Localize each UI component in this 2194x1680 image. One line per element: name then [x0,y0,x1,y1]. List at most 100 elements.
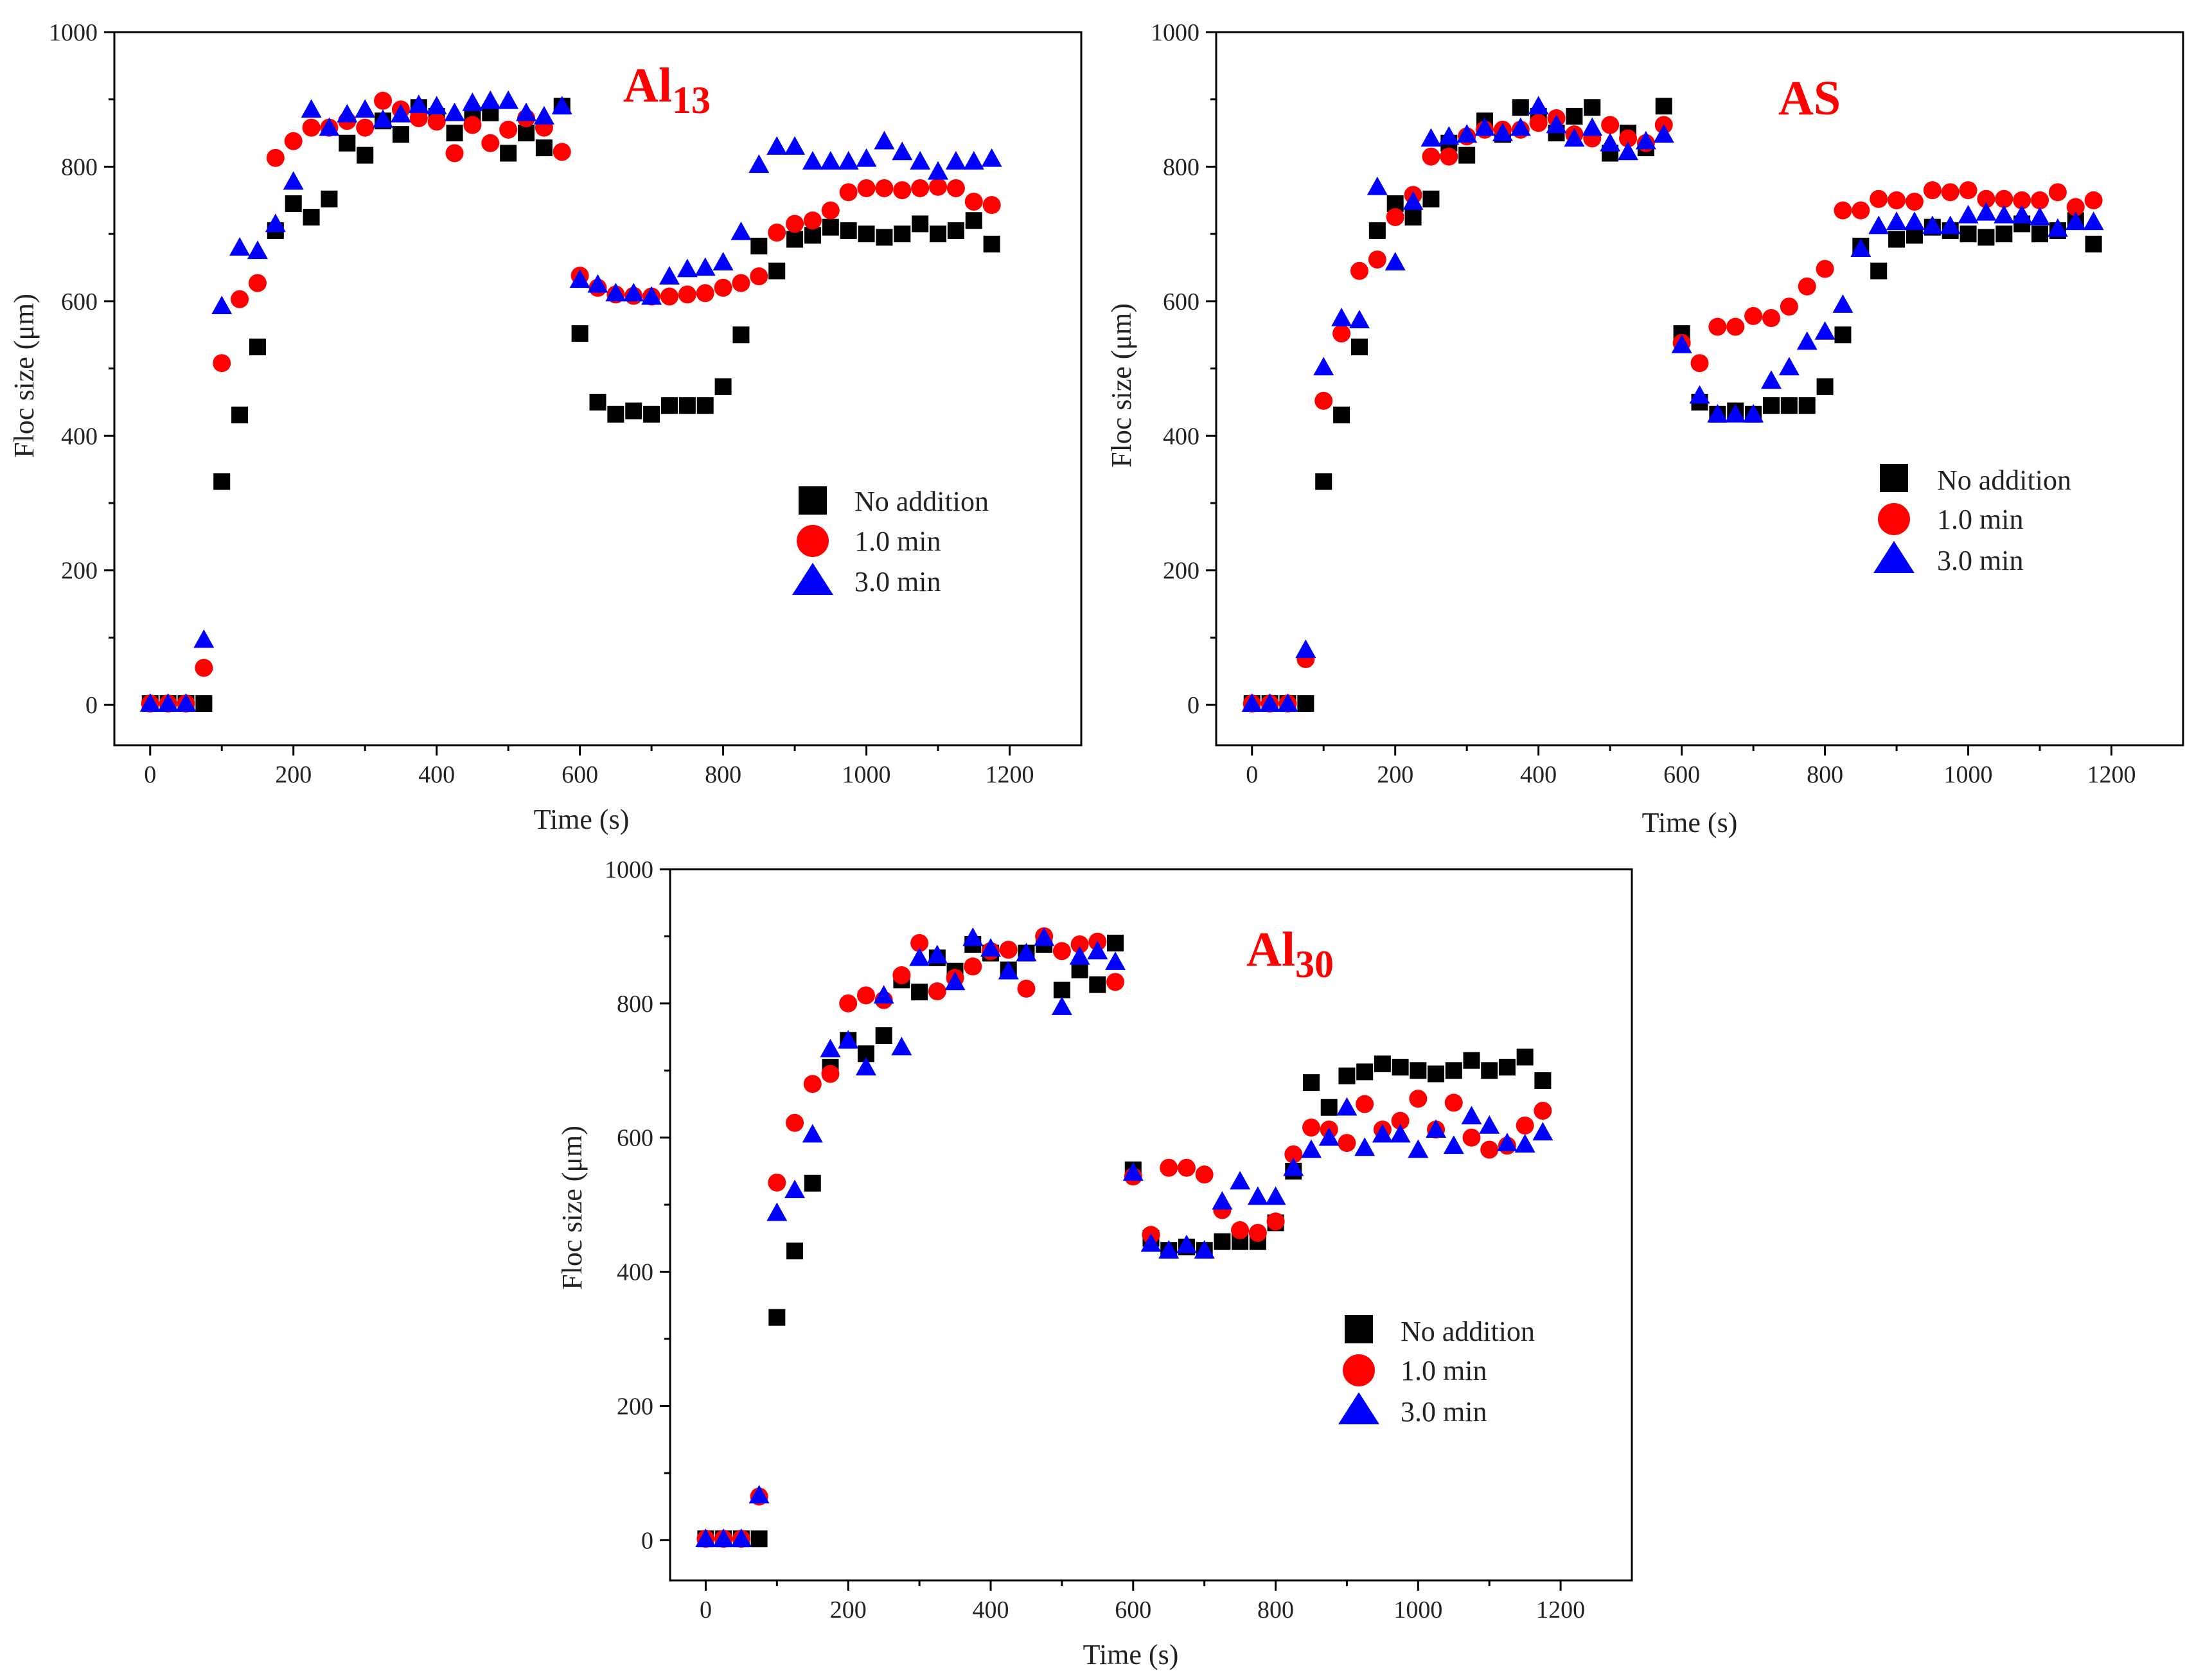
data-point-triangle [569,269,590,288]
data-point-triangle [712,252,734,270]
data-point-triangle [1886,211,1907,231]
data-point-circle [1266,1212,1285,1231]
data-point-circle [1350,261,1368,280]
data-point-triangle [713,1528,734,1548]
data-point-triangle [1514,1134,1535,1153]
data-point-square [213,473,231,490]
x-tick-label: 800 [1807,761,1843,788]
data-point-square [750,238,768,254]
data-point-square [1870,262,1888,279]
y-tick-labels: 0 200 400 600 800 1000 [605,856,653,1554]
data-point-circle [910,933,929,952]
data-point-square [518,125,535,142]
data-point-circle [714,278,732,297]
data-point-triangle [838,1030,859,1049]
y-tick-label: 400 [61,423,98,450]
data-point-square [1410,1062,1427,1079]
data-point-circle [1106,973,1125,991]
data-point-circle [839,183,858,202]
data-point-square [840,222,857,239]
data-point-circle [1052,942,1071,960]
data-point-circle [1284,1145,1303,1163]
x-tick-label: 1200 [2087,761,2136,788]
data-point-circle [231,290,249,308]
data-point-triangle [498,90,519,109]
data-point-circle [1726,317,1745,336]
data-point-triangle [1707,403,1728,423]
data-point-circle [1386,208,1404,226]
data-point-circle [1870,190,1888,208]
data-point-circle [732,274,750,292]
data-point-circle [1391,1111,1410,1130]
data-point-circle [1534,1101,1552,1120]
data-point-square [249,339,266,356]
data-point-square [947,222,964,239]
data-point-square [768,1309,786,1326]
data-point-circle [786,1113,804,1132]
data-point-circle [1708,317,1727,336]
data-point-square [1566,107,1583,125]
x-tick-label: 1000 [842,761,891,788]
data-point-circle [893,181,912,200]
data-point-triangle [1367,176,1388,195]
legend-label-1min: 1.0 min [1401,1355,1487,1386]
data-point-square [1320,1099,1338,1116]
data-point-triangle [1295,639,1316,659]
x-axis-label: Time (s) [1642,807,1738,838]
data-point-square [625,402,642,420]
x-tick-label: 400 [1520,761,1557,788]
data-point-triangle [1283,1157,1304,1176]
panel-al13: 0 200 400 600 800 1000 1200 02004006008001000 … [8,19,1083,835]
data-point-square [912,215,929,233]
plot-frame [669,868,1633,1582]
data-point-circle [1480,1140,1499,1159]
data-point-square [1512,99,1529,116]
y-tick-label: 0 [641,1527,653,1554]
data-point-circle [821,201,840,220]
data-point-triangle [301,99,322,118]
data-point-triangle [1301,1139,1322,1158]
data-point-circle [1409,1090,1428,1108]
data-point-triangle [1390,1124,1411,1143]
data-point-square [1960,225,1977,243]
series-circle [1243,109,2103,713]
legend-marker-circle [1878,503,1910,535]
data-point-circle [911,179,930,197]
data-point-square [1356,1063,1374,1081]
data-point-triangle [892,141,913,161]
data-point-square [1315,473,1332,490]
data-point-triangle [802,1124,823,1143]
data-point-triangle [820,151,841,170]
panel-title-main: Al [1246,923,1295,977]
data-point-circle [1462,1128,1481,1147]
data-point-square [714,378,732,395]
data-point-circle [2031,191,2049,209]
data-point-triangle [766,136,788,155]
data-point-triangle [784,1180,806,1198]
legend-label-no-addition: No addition [1401,1316,1535,1347]
data-point-triangle [1087,941,1108,960]
x-tick-labels: 0 200 400 600 800 1000 1200 [1246,761,2136,788]
data-point-square [786,231,804,248]
data-point-circle [2048,183,2067,202]
data-point-triangle [1318,1127,1340,1146]
data-point-square [1995,225,2013,243]
data-point-square [1834,326,1852,344]
data-point-triangle [1582,117,1603,136]
data-point-square [678,397,696,414]
data-point-circle [660,287,678,306]
data-point-triangle [694,257,716,276]
series-triangle [695,927,1553,1548]
data-point-triangle [1331,308,1352,326]
data-point-circle [1440,147,1458,166]
data-point-triangle [1212,1190,1233,1210]
data-point-circle [1422,147,1440,166]
data-point-triangle [641,286,662,305]
data-point-triangle [1194,1240,1215,1259]
data-point-square [1481,1062,1498,1079]
x-tick-label: 0 [700,1596,712,1623]
data-point-circle [1529,114,1548,132]
data-point-triangle [1532,1122,1553,1141]
data-point-triangle [1671,334,1692,353]
